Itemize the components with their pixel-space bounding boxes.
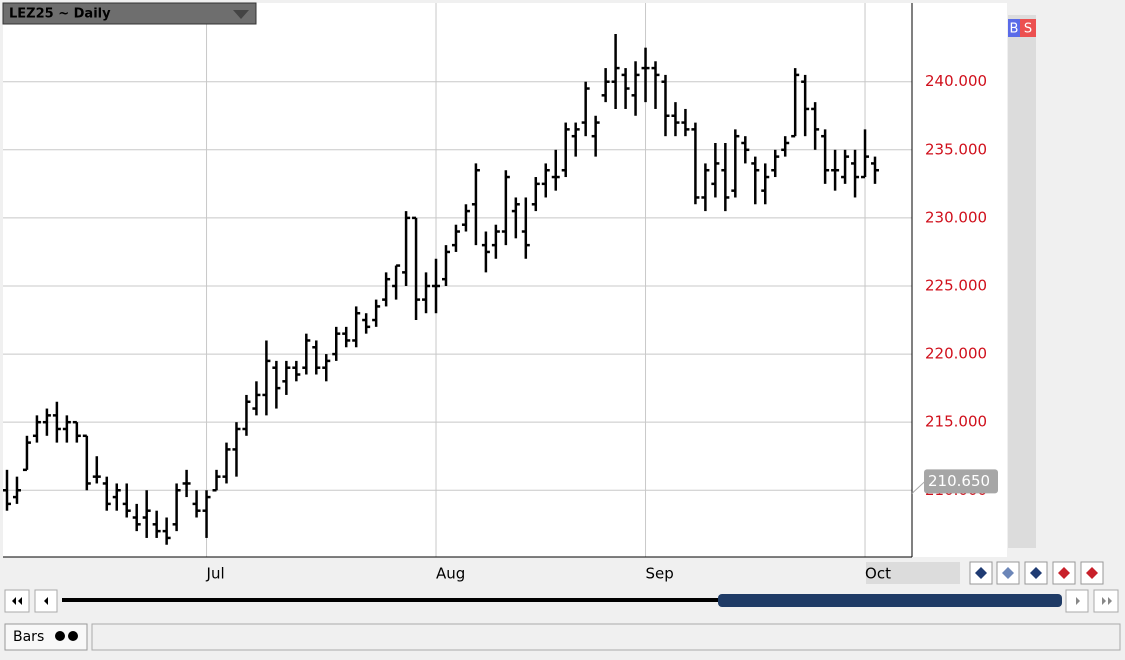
- x-tick-label: Aug: [436, 565, 465, 583]
- tab-glyph: [68, 631, 78, 641]
- tab-label: Bars: [13, 629, 44, 645]
- y-tick-label: 220.000: [925, 345, 987, 363]
- x-tick-label: Oct: [865, 565, 891, 583]
- icon-glyph: [1086, 567, 1098, 579]
- sell-button[interactable]: [1020, 19, 1036, 37]
- scroll-arrows-right: [1076, 597, 1112, 605]
- scroll-arrows: [12, 597, 48, 605]
- y-tick-label: 215.000: [925, 413, 987, 431]
- last-price-box: [924, 469, 998, 494]
- last-price-label: 210.650: [928, 472, 990, 490]
- scroll-thumb[interactable]: [718, 594, 1062, 607]
- title: LEZ25 ~ Daily: [9, 7, 111, 22]
- time-highlight: [866, 562, 960, 584]
- dropdown-arrow[interactable]: [233, 10, 249, 19]
- y-tick-label: 230.000: [925, 208, 987, 226]
- icon-glyph: [1030, 567, 1042, 579]
- y-tick-label: 225.000: [925, 276, 987, 294]
- x-tick-label: Sep: [646, 565, 674, 583]
- status-bar: [91, 623, 1121, 651]
- icon-glyph: [1058, 567, 1070, 579]
- side-column: [1008, 15, 1036, 548]
- y-tick-label: 235.000: [925, 140, 987, 158]
- buy-button[interactable]: [1008, 19, 1020, 37]
- sell-label: S: [1024, 22, 1032, 37]
- plot-bg: [3, 3, 1007, 557]
- icon-glyph: [975, 567, 987, 579]
- icon-glyph: [1002, 567, 1014, 579]
- scroll-first[interactable]: [4, 589, 30, 613]
- toolbar-icons: [969, 561, 1104, 585]
- tab-glyph: [55, 631, 65, 641]
- x-tick-label: Jul: [206, 565, 225, 583]
- title-bar[interactable]: [2, 2, 257, 25]
- bars-tab[interactable]: [4, 623, 88, 651]
- last-price-connector: [911, 481, 926, 494]
- buy-label: B: [1010, 22, 1019, 37]
- y-tick-label: 240.000: [925, 72, 987, 90]
